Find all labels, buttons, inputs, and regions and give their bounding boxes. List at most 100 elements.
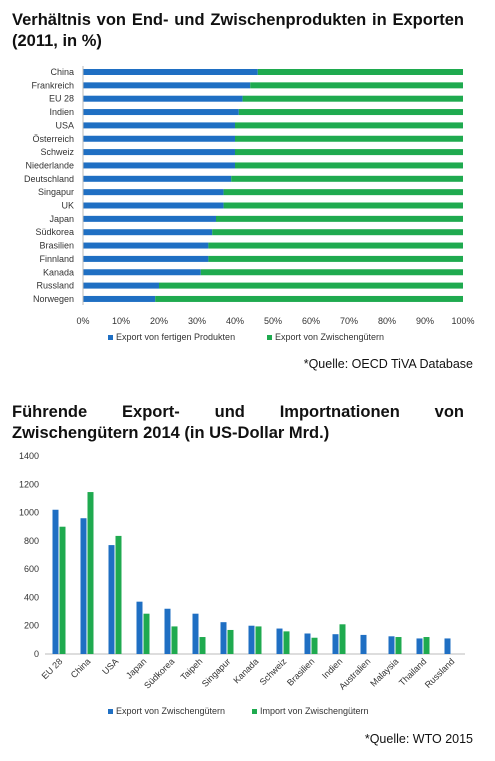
category-label: Finnland (39, 254, 74, 264)
x-tick-label: 50% (264, 316, 282, 326)
bar-zwischengueter (235, 149, 463, 156)
y-tick-label: 600 (24, 564, 39, 574)
y-tick-label: 0 (34, 649, 39, 659)
bar-export (388, 636, 395, 654)
category-label: Schweiz (40, 147, 74, 157)
category-label: Südkorea (35, 227, 74, 237)
bar-fertige-produkte (83, 229, 213, 236)
bar-fertige-produkte (83, 175, 232, 182)
bar-zwischengueter (242, 95, 463, 102)
legend-label-fertige-produkte: Export von fertigen Produkten (116, 332, 235, 342)
bar-zwischengueter (238, 109, 463, 116)
category-label: Indien (320, 656, 344, 680)
category-label: Schweiz (258, 656, 289, 687)
bar-import (283, 631, 290, 654)
bar-fertige-produkte (83, 109, 239, 116)
category-label: Russland (423, 656, 457, 690)
category-label: Deutschland (24, 174, 74, 184)
bar-import (423, 637, 430, 654)
chart2-source: *Quelle: WTO 2015 (364, 732, 473, 746)
bar-fertige-produkte (83, 162, 235, 169)
bar-fertige-produkte (83, 215, 216, 222)
category-label: Japan (124, 656, 148, 680)
bar-zwischengueter (159, 282, 463, 289)
bar-export (80, 518, 87, 654)
chart1-plot: China Frankreich EU 28 Indien USA Österreich S… (24, 66, 475, 342)
category-label: China (50, 67, 74, 77)
legend-label-export: Export von Zwischengütern (116, 706, 225, 716)
bar-fertige-produkte (83, 295, 156, 302)
bar-export (108, 545, 115, 654)
chart1-source: *Quelle: OECD TiVA Database (303, 357, 473, 371)
bar-fertige-produkte (83, 242, 209, 249)
x-tick-label: 100% (451, 316, 474, 326)
category-label: Norwegen (33, 294, 74, 304)
category-label: Singapur (38, 187, 74, 197)
bar-fertige-produkte (83, 255, 209, 262)
bar-import (339, 624, 346, 654)
legend-swatch-fertige-produkte (108, 335, 113, 340)
bar-fertige-produkte (83, 282, 159, 289)
x-tick-label: 90% (416, 316, 434, 326)
bar-fertige-produkte (83, 95, 243, 102)
bar-import (311, 637, 318, 654)
category-label: UK (61, 201, 74, 211)
bar-zwischengueter (235, 122, 463, 129)
bar-export (248, 625, 255, 654)
category-label: Niederlande (25, 160, 74, 170)
category-label: China (69, 656, 93, 680)
legend-swatch-import (252, 709, 257, 714)
bar-export (444, 638, 451, 654)
y-tick-label: 800 (24, 536, 39, 546)
bar-export (52, 509, 59, 654)
category-label: Indien (49, 107, 74, 117)
bar-fertige-produkte (83, 69, 258, 75)
x-tick-label: 40% (226, 316, 244, 326)
legend-label-zwischengueter: Export von Zwischengütern (275, 332, 384, 342)
bar-zwischengueter (212, 229, 463, 236)
bar-zwischengueter (250, 82, 463, 89)
category-label: Brasilien (39, 241, 74, 251)
category-label: Russland (36, 281, 74, 291)
bar-zwischengueter (216, 215, 463, 222)
category-label: Taipeh (179, 656, 205, 682)
bar-zwischengueter (235, 135, 463, 142)
bar-fertige-produkte (83, 149, 235, 156)
bar-export (220, 622, 227, 654)
x-tick-label: 10% (112, 316, 130, 326)
x-tick-label: 80% (378, 316, 396, 326)
category-label: Japan (49, 214, 74, 224)
bar-import (115, 535, 122, 654)
bar-import (171, 626, 178, 654)
category-label: Malaysia (368, 656, 400, 688)
x-tick-label: 70% (340, 316, 358, 326)
chart1-title: Verhältnis von End- und Zwischenprodukte… (12, 11, 464, 50)
bar-zwischengueter (223, 202, 463, 209)
category-label: Südkorea (142, 656, 176, 690)
bar-zwischengueter (208, 255, 463, 262)
y-tick-label: 1400 (19, 451, 39, 461)
bar-export (164, 608, 171, 654)
bar-import (227, 629, 234, 654)
bar-export (136, 601, 143, 654)
bar-zwischengueter (231, 175, 463, 182)
legend-label-import: Import von Zwischengütern (260, 706, 369, 716)
category-label: Frankreich (31, 80, 74, 90)
bar-export (304, 633, 311, 654)
category-label: EU 28 (40, 656, 65, 681)
category-label: EU 28 (49, 94, 74, 104)
bar-fertige-produkte (83, 135, 235, 142)
legend-swatch-zwischengueter (267, 335, 272, 340)
bar-import (59, 526, 66, 654)
bar-zwischengueter (223, 189, 463, 196)
bar-zwischengueter (208, 242, 463, 249)
legend-swatch-export (108, 709, 113, 714)
category-label: Singapur (200, 656, 233, 689)
bar-import (395, 637, 402, 654)
x-tick-label: 60% (302, 316, 320, 326)
chart2-title: Führende Export- und Importnationen von … (12, 403, 464, 442)
bar-zwischengueter (155, 295, 463, 302)
bar-fertige-produkte (83, 202, 224, 209)
y-tick-label: 400 (24, 592, 39, 602)
